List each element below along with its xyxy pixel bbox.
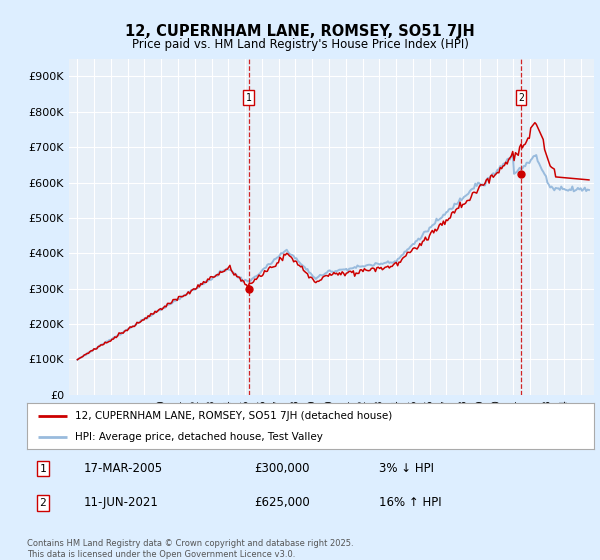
Text: 12, CUPERNHAM LANE, ROMSEY, SO51 7JH: 12, CUPERNHAM LANE, ROMSEY, SO51 7JH [125,24,475,39]
Text: 2: 2 [518,93,524,102]
Text: 2: 2 [40,498,46,508]
Text: 12, CUPERNHAM LANE, ROMSEY, SO51 7JH (detached house): 12, CUPERNHAM LANE, ROMSEY, SO51 7JH (de… [75,411,392,421]
Text: £300,000: £300,000 [254,462,310,475]
Text: 11-JUN-2021: 11-JUN-2021 [84,496,158,509]
Text: Contains HM Land Registry data © Crown copyright and database right 2025.
This d: Contains HM Land Registry data © Crown c… [27,539,353,559]
Text: 1: 1 [246,93,251,102]
Text: Price paid vs. HM Land Registry's House Price Index (HPI): Price paid vs. HM Land Registry's House … [131,38,469,50]
Text: 1: 1 [40,464,46,474]
Text: 3% ↓ HPI: 3% ↓ HPI [379,462,434,475]
Text: 17-MAR-2005: 17-MAR-2005 [84,462,163,475]
Text: HPI: Average price, detached house, Test Valley: HPI: Average price, detached house, Test… [75,432,323,442]
Text: 16% ↑ HPI: 16% ↑ HPI [379,496,441,509]
Text: £625,000: £625,000 [254,496,310,509]
